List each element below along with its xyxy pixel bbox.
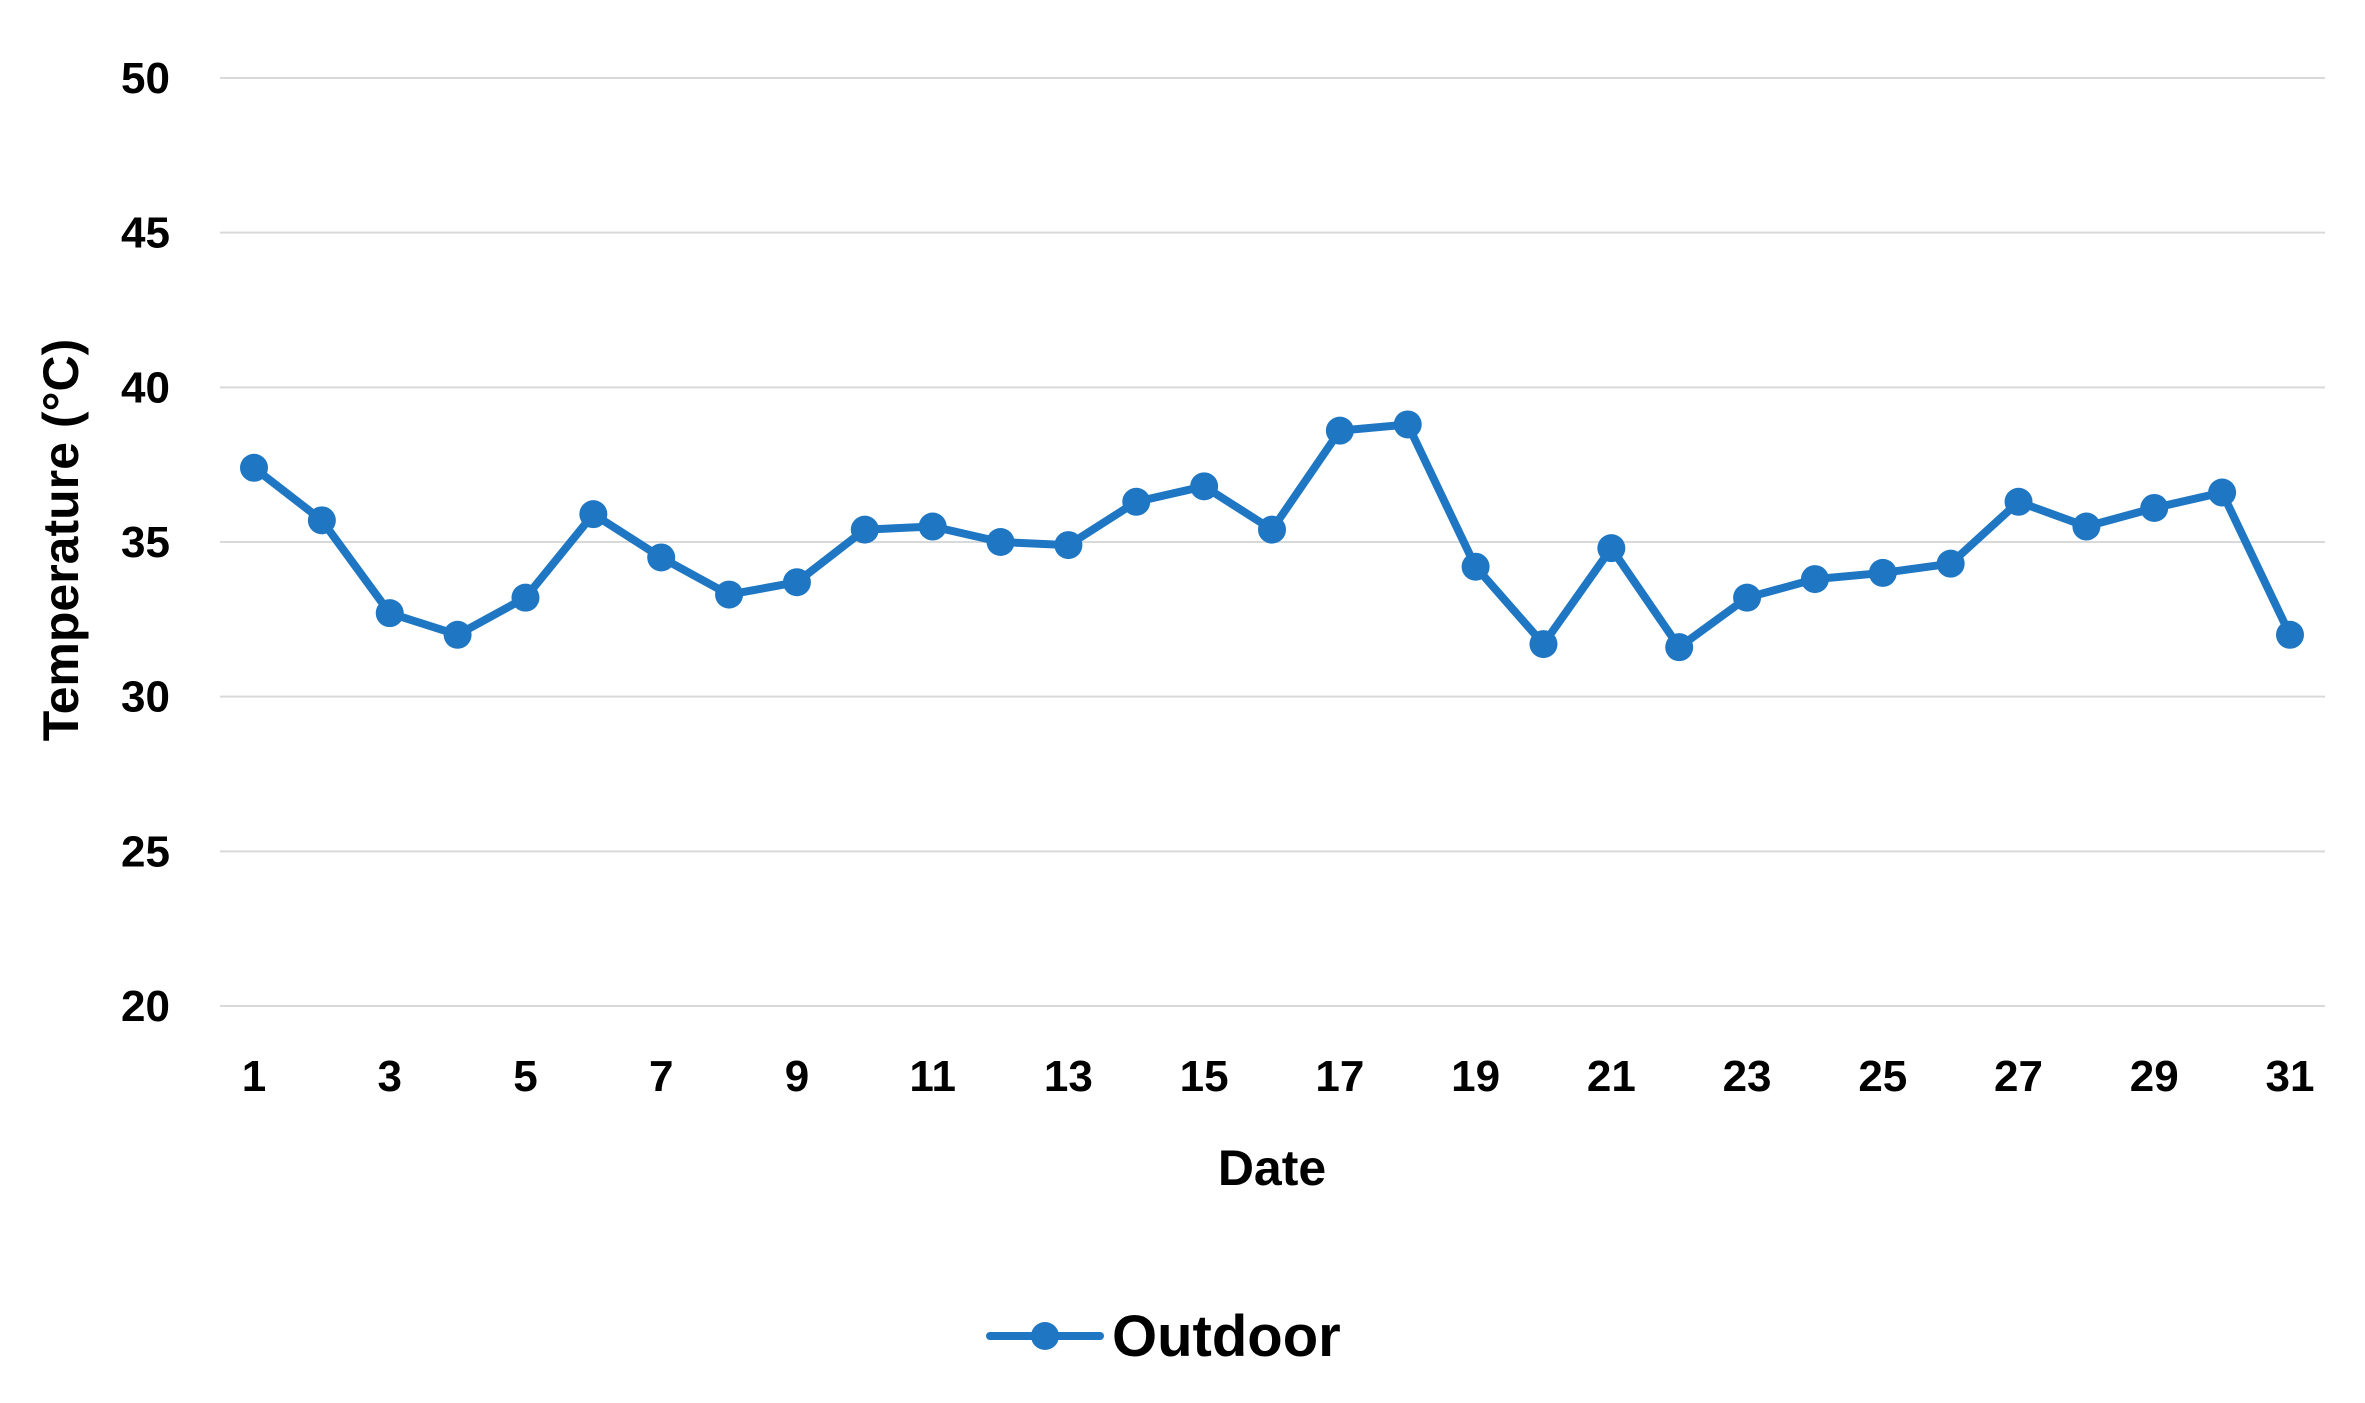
y-tick-label: 20 [121, 982, 170, 1031]
data-point [240, 453, 268, 482]
x-axis-title: Date [1218, 1140, 1326, 1196]
y-tick-label: 40 [121, 363, 170, 412]
y-tick-label: 45 [121, 209, 170, 258]
x-tick-label: 3 [377, 1052, 401, 1101]
y-tick-label: 50 [121, 54, 170, 103]
legend-label-outdoor: Outdoor [1112, 1304, 1341, 1369]
y-axis-title: Temperature (°C) [33, 339, 89, 741]
data-point [1190, 472, 1219, 501]
x-tick-label: 19 [1451, 1052, 1500, 1101]
data-point [1393, 410, 1422, 439]
data-point [1461, 552, 1490, 581]
x-axis-ticks: 1 3 5 7 9 11 13 15 17 19 21 23 25 27 29 31 [242, 1052, 2315, 1101]
data-point [511, 583, 540, 612]
data-point [375, 599, 404, 628]
data-point [443, 620, 472, 649]
data-point [1054, 531, 1083, 560]
data-point [1868, 558, 1897, 587]
x-tick-label: 1 [242, 1052, 266, 1101]
x-tick-label: 5 [513, 1052, 537, 1101]
data-point [647, 543, 676, 572]
y-tick-label: 35 [121, 518, 170, 567]
x-tick-label: 13 [1044, 1052, 1093, 1101]
data-point [918, 512, 947, 541]
data-point [1258, 515, 1286, 544]
x-tick-label: 23 [1723, 1052, 1772, 1101]
x-tick-label: 21 [1587, 1052, 1636, 1101]
x-tick-label: 25 [1858, 1052, 1907, 1101]
data-point [1325, 416, 1354, 445]
x-tick-label: 17 [1315, 1052, 1364, 1101]
data-point [986, 528, 1015, 556]
data-point [1529, 630, 1558, 659]
data-point [2072, 512, 2101, 541]
x-tick-label: 9 [785, 1052, 809, 1101]
y-tick-label: 30 [121, 673, 170, 722]
data-point [2208, 478, 2237, 507]
data-point [715, 580, 744, 609]
x-tick-label: 11 [909, 1052, 956, 1101]
legend-marker-swatch [1031, 1322, 1059, 1350]
data-point [1800, 565, 1829, 594]
data-point [579, 500, 608, 529]
data-point [2140, 493, 2169, 522]
data-point [1122, 487, 1151, 516]
legend: Outdoor [986, 1304, 1341, 1369]
x-tick-label: 29 [2130, 1052, 2179, 1101]
data-point [2276, 620, 2304, 649]
data-point [2004, 487, 2033, 516]
y-axis-ticks: 20 25 30 35 40 45 50 [121, 54, 170, 1031]
data-point [782, 568, 811, 597]
data-point [850, 515, 879, 544]
x-tick-label: 7 [649, 1052, 673, 1101]
data-point [1733, 583, 1762, 612]
data-point [1665, 633, 1694, 662]
data-point [1936, 549, 1965, 578]
series-layer [240, 410, 2304, 662]
data-point [307, 506, 336, 535]
x-tick-label: 27 [1994, 1052, 2043, 1101]
x-tick-label: 15 [1180, 1052, 1229, 1101]
y-tick-label: 25 [121, 827, 170, 876]
x-tick-label: 31 [2266, 1052, 2315, 1101]
data-point [1597, 534, 1626, 563]
